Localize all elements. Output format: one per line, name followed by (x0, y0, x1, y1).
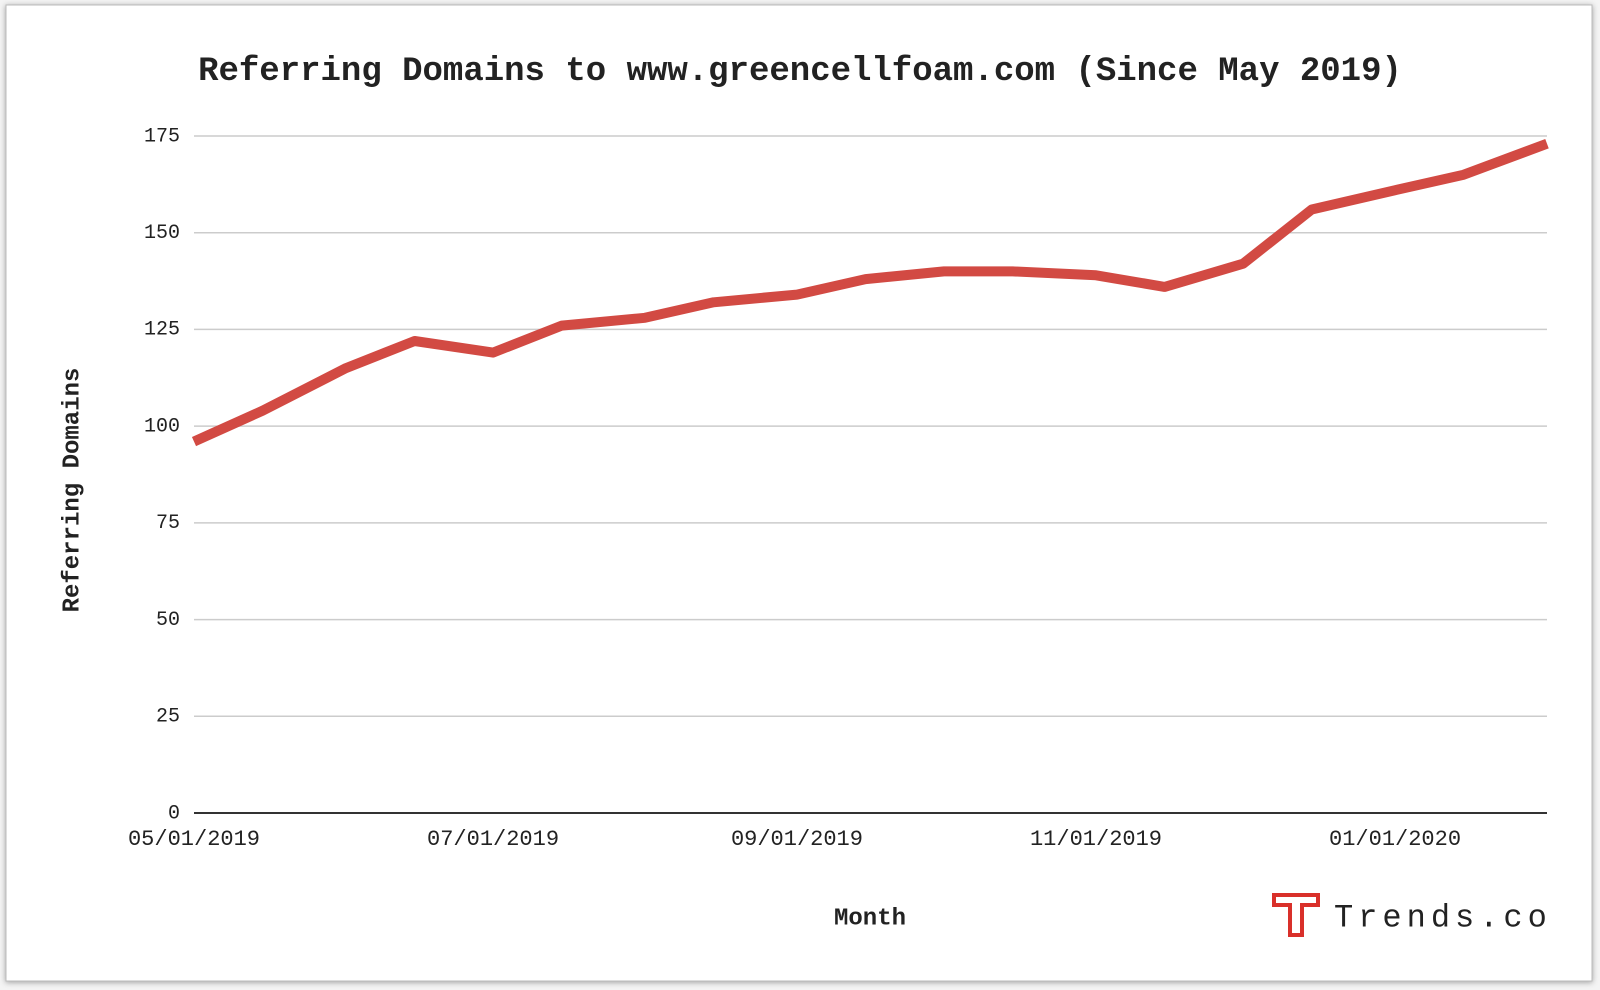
x-tick-label: 11/01/2019 (1030, 827, 1162, 852)
x-tick-label: 01/01/2020 (1329, 827, 1461, 852)
y-axis-label: Referring Domains (59, 368, 86, 613)
x-tick-label: 05/01/2019 (128, 827, 260, 852)
logo-icon (1272, 893, 1320, 937)
logo-text: Trends.co (1334, 899, 1552, 936)
x-axis-label: Month (834, 905, 906, 932)
data-line (191, 139, 1549, 447)
chart-title: Referring Domains to www.greencellfoam.c… (198, 53, 1402, 91)
y-tick-label: 100 (144, 415, 180, 438)
y-tick-label: 175 (144, 125, 180, 148)
y-tick-label: 25 (156, 706, 180, 729)
x-tick-label: 09/01/2019 (731, 827, 863, 852)
y-tick-label: 150 (144, 222, 180, 245)
y-tick-label: 0 (168, 802, 180, 825)
y-tick-label: 75 (156, 512, 180, 535)
frame (5, 4, 1593, 982)
x-tick-label: 07/01/2019 (427, 827, 559, 852)
y-tick-label: 50 (156, 609, 180, 632)
y-tick-label: 125 (144, 319, 180, 342)
